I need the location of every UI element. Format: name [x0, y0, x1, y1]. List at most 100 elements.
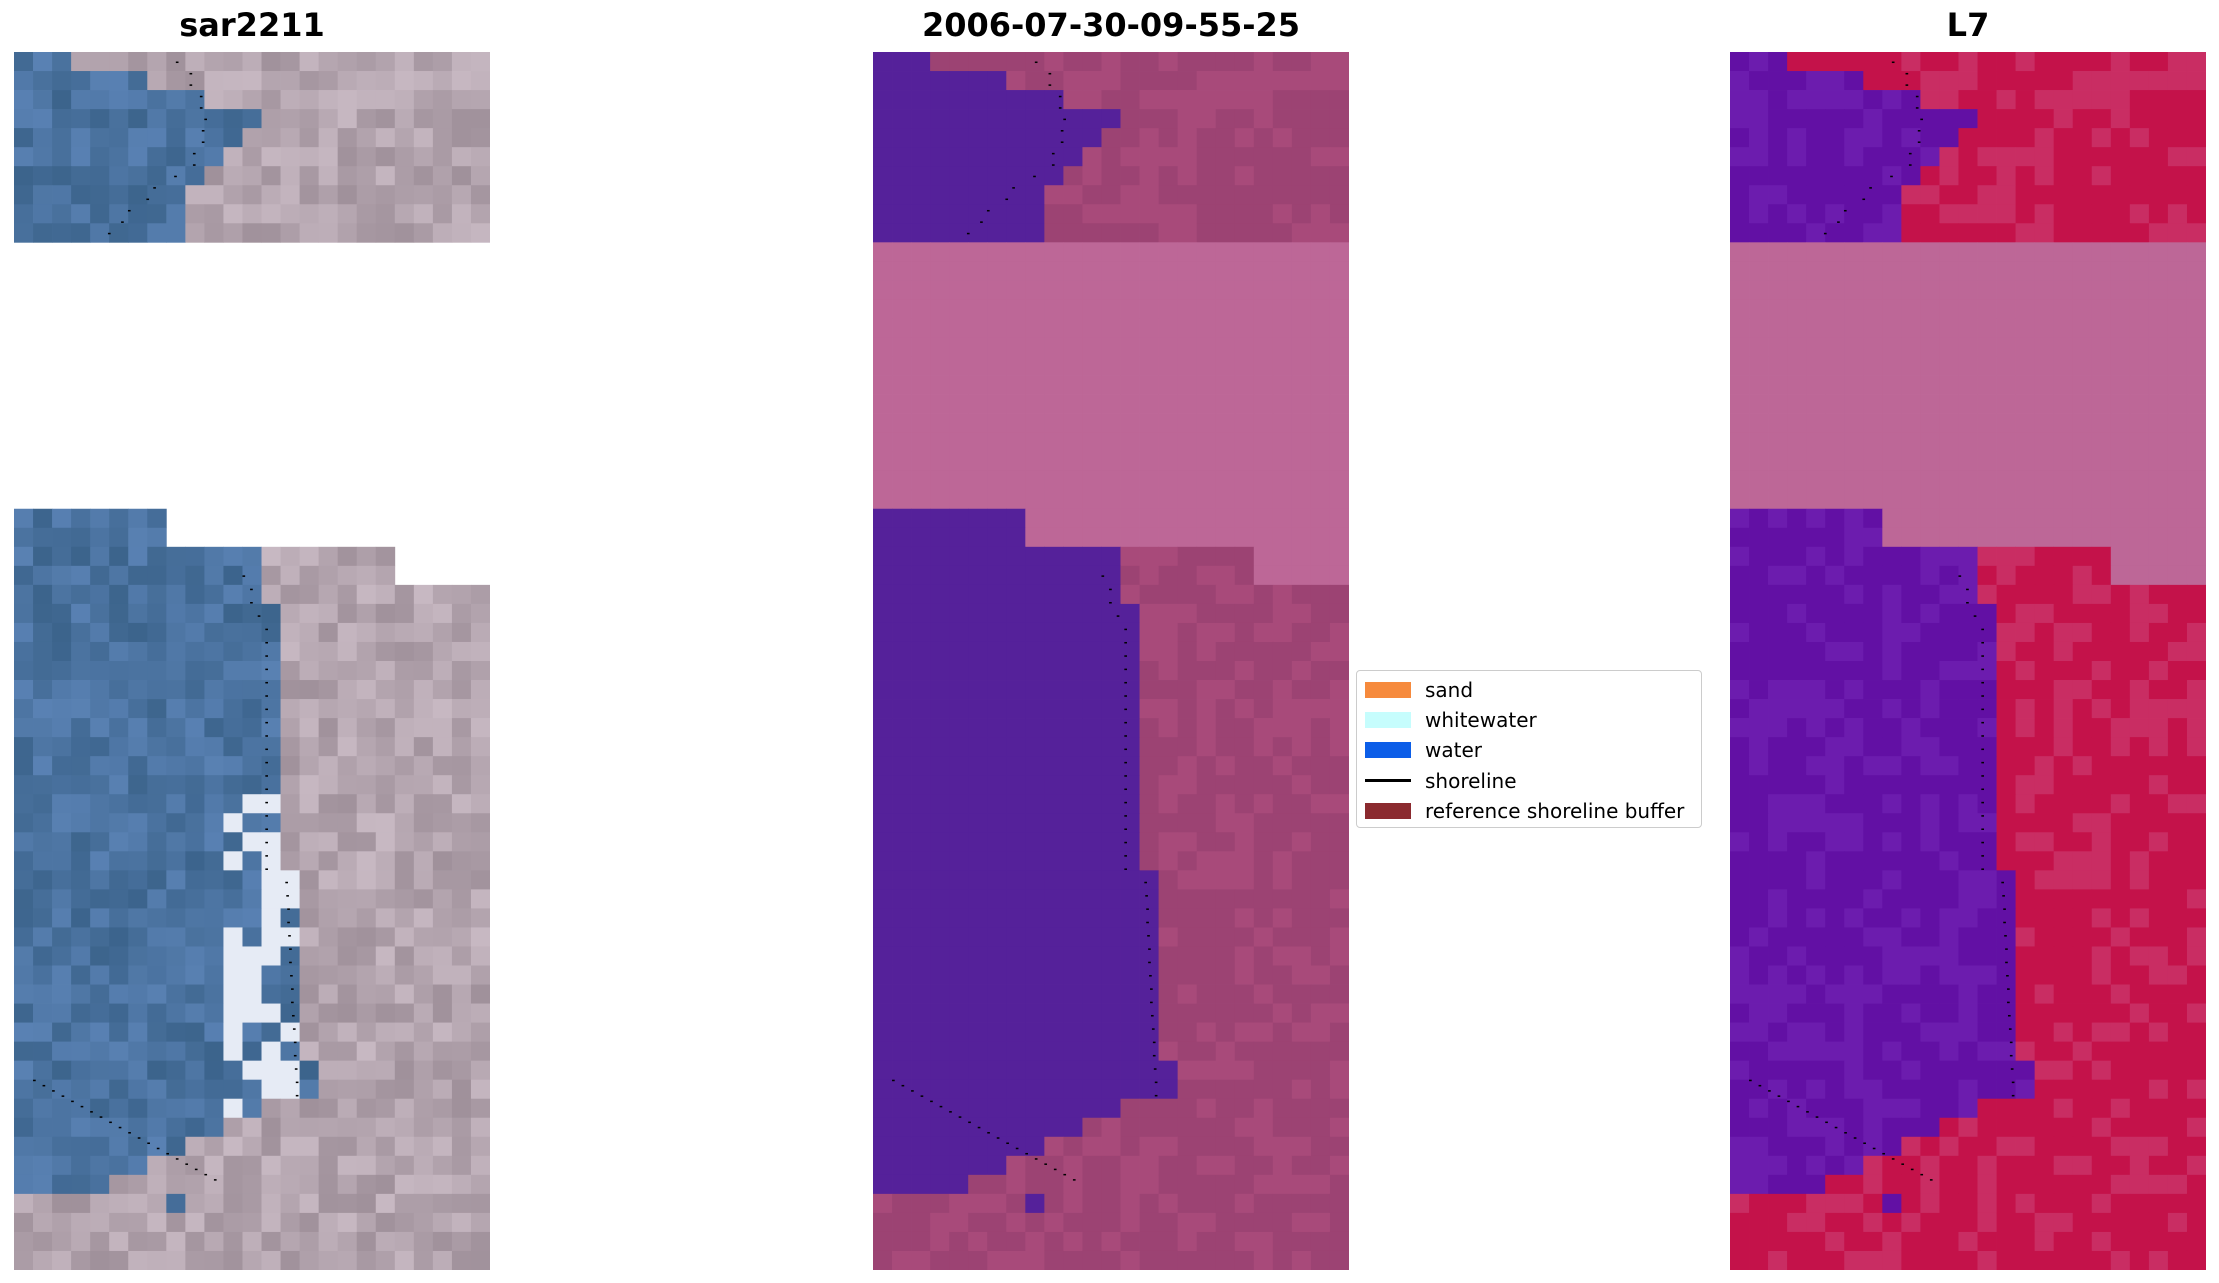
image-pixel — [2148, 470, 2169, 491]
image-pixel — [375, 946, 396, 966]
image-pixel — [356, 756, 377, 776]
image-pixel — [1196, 451, 1217, 472]
image-pixel — [873, 147, 893, 167]
image-pixel — [1177, 965, 1198, 985]
image-pixel — [337, 546, 358, 567]
image-pixel — [1958, 527, 1978, 548]
image-pixel — [873, 756, 893, 776]
image-pixel — [1006, 1117, 1026, 1138]
image-pixel — [892, 794, 912, 814]
image-pixel — [2053, 603, 2074, 624]
image-pixel — [33, 946, 53, 966]
image-pixel — [987, 1117, 1007, 1138]
image-pixel — [1996, 565, 2016, 586]
image-pixel — [166, 889, 186, 909]
image-pixel — [2072, 470, 2093, 491]
image-pixel — [280, 166, 300, 186]
shoreline-point — [128, 1132, 131, 1134]
image-pixel — [1329, 1079, 1349, 1100]
image-pixel — [185, 1022, 205, 1043]
shoreline-point — [1048, 72, 1052, 75]
image-pixel — [2015, 756, 2036, 776]
image-pixel — [2167, 527, 2188, 548]
image-pixel — [1177, 204, 1198, 224]
image-pixel — [14, 1136, 34, 1157]
image-pixel — [1749, 870, 1769, 890]
image-pixel — [1768, 1174, 1788, 1195]
image-pixel — [1787, 337, 1807, 357]
shoreline-point — [287, 908, 290, 910]
image-pixel — [892, 451, 912, 472]
image-pixel — [2034, 470, 2055, 491]
image-pixel — [242, 223, 262, 243]
image-pixel — [204, 870, 224, 890]
image-pixel — [1177, 775, 1198, 795]
image-pixel — [1920, 1174, 1940, 1195]
image-pixel — [242, 775, 262, 795]
image-pixel — [1006, 356, 1026, 376]
image-pixel — [987, 737, 1007, 757]
image-pixel — [1825, 318, 1845, 338]
image-pixel — [242, 813, 262, 833]
image-pixel — [2015, 527, 2036, 548]
image-pixel — [2091, 794, 2112, 814]
image-pixel — [1977, 1231, 1997, 1252]
image-pixel — [2091, 337, 2112, 357]
image-pixel — [2148, 661, 2169, 681]
image-pixel — [1730, 946, 1750, 966]
image-pixel — [873, 1193, 893, 1214]
image-pixel — [2053, 756, 2074, 776]
image-pixel — [2167, 756, 2188, 776]
image-pixel — [1139, 166, 1159, 186]
image-pixel — [147, 1136, 167, 1157]
image-pixel — [1101, 527, 1121, 548]
image-pixel — [470, 584, 490, 605]
image-pixel — [1234, 1155, 1255, 1176]
image-pixel — [2072, 261, 2093, 281]
image-pixel — [1177, 1041, 1198, 1062]
image-pixel — [128, 889, 148, 909]
image-pixel — [375, 661, 396, 681]
image-pixel — [223, 1117, 243, 1138]
image-pixel — [2148, 261, 2169, 281]
image-pixel — [261, 870, 281, 890]
image-pixel — [451, 1098, 472, 1119]
image-pixel — [52, 1231, 72, 1252]
image-pixel — [2186, 965, 2206, 985]
image-pixel — [949, 1041, 969, 1062]
image-pixel — [470, 52, 490, 72]
image-pixel — [1253, 128, 1274, 148]
image-pixel — [968, 680, 988, 700]
image-pixel — [2167, 1041, 2188, 1062]
image-pixel — [1158, 661, 1179, 681]
image-pixel — [911, 470, 931, 491]
image-pixel — [2015, 1098, 2036, 1119]
image-pixel — [930, 718, 950, 738]
image-pixel — [873, 661, 893, 681]
image-pixel — [1139, 71, 1159, 91]
image-pixel — [147, 870, 167, 890]
shoreline-point — [107, 232, 111, 235]
image-pixel — [1920, 641, 1940, 662]
image-pixel — [33, 1079, 53, 1100]
image-pixel — [1063, 908, 1083, 928]
image-pixel — [1844, 813, 1864, 833]
image-pixel — [2186, 508, 2206, 529]
image-pixel — [1291, 813, 1312, 833]
image-pixel — [1768, 432, 1788, 453]
image-pixel — [1120, 1098, 1140, 1119]
image-pixel — [1977, 1193, 1997, 1214]
image-pixel — [911, 71, 931, 91]
image-pixel — [71, 946, 91, 966]
image-pixel — [873, 699, 893, 719]
image-pixel — [1158, 508, 1179, 529]
image-pixel — [1082, 565, 1102, 586]
image-pixel — [1177, 147, 1198, 167]
shoreline-point — [1124, 868, 1127, 870]
image-pixel — [2148, 432, 2169, 453]
image-pixel — [375, 775, 396, 795]
image-pixel — [1310, 794, 1331, 814]
image-pixel — [299, 1117, 320, 1138]
image-pixel — [1177, 984, 1198, 1004]
image-pixel — [2129, 641, 2150, 662]
